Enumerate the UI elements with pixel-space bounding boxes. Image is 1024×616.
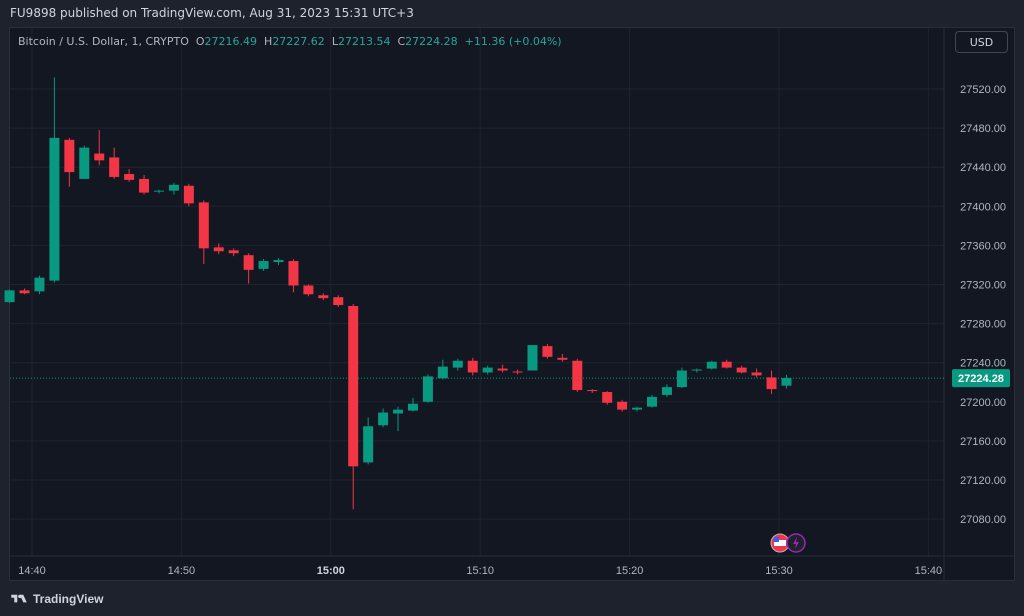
high-label: H (264, 35, 273, 48)
price-tick-label: 27400.00 (960, 201, 1006, 213)
candle-body (64, 139, 75, 173)
price-tick-label: 27200.00 (960, 397, 1006, 409)
candle-body (482, 367, 493, 373)
currency-button[interactable]: USD (955, 31, 1008, 53)
price-tick-label: 27120.00 (960, 475, 1006, 487)
last-price-badge (952, 369, 1010, 388)
candle-body (647, 396, 658, 407)
low-value: 27213.54 (337, 35, 391, 48)
candle-body (437, 366, 448, 379)
tradingview-logo-icon (11, 594, 27, 603)
candle-body (228, 250, 239, 254)
candle-body (318, 295, 329, 299)
candle-body (676, 370, 687, 388)
candle-body (557, 357, 568, 360)
candle-body (661, 387, 672, 395)
candle-body (781, 378, 792, 386)
time-tick-label: 15:30 (765, 565, 793, 577)
candle-body (348, 306, 359, 467)
symbol-name[interactable]: Bitcoin / U.S. Dollar, 1, CRYPTO (18, 35, 189, 48)
candle-body (49, 137, 60, 281)
price-tick-label: 27360.00 (960, 240, 1006, 252)
candle-body (19, 290, 30, 294)
price-tick-label: 27160.00 (960, 436, 1006, 448)
candle-body (497, 368, 508, 371)
candle-body (273, 260, 284, 263)
us-flag-icon-canton (774, 537, 779, 542)
candle-body (34, 277, 45, 292)
chart-pane[interactable] (9, 27, 1015, 581)
low-label: L (331, 35, 338, 48)
candle-body (303, 285, 314, 295)
price-tick-label: 27320.00 (960, 280, 1006, 292)
candle-body (183, 185, 194, 204)
candle-body (4, 290, 15, 303)
candle-body (139, 178, 150, 193)
tradingview-logo[interactable]: TradingView (10, 592, 103, 606)
candle-body (691, 369, 702, 371)
candle-body (422, 376, 433, 402)
candle-body (452, 360, 463, 368)
candle-body (393, 409, 404, 414)
candle-body (542, 346, 553, 357)
candle-body (333, 297, 344, 306)
open-label: O (195, 35, 205, 48)
last-price-label: 27224.28 (958, 373, 1004, 385)
time-tick-label: 15:10 (466, 565, 494, 577)
candle-body (153, 190, 164, 192)
brand-name: TradingView (33, 592, 104, 606)
candle-body (632, 407, 643, 410)
candle-body (198, 202, 209, 249)
candle-body (706, 361, 717, 369)
lightning-icon-bolt (793, 537, 799, 549)
candle-body (94, 153, 105, 161)
candle-body (363, 426, 374, 463)
candle-body (378, 412, 389, 426)
candle-body (602, 392, 613, 403)
high-value: 27227.62 (272, 35, 325, 48)
candle-body (572, 360, 583, 391)
candle-body (407, 403, 418, 411)
time-tick-label: 15:00 (317, 565, 345, 577)
candle-body (512, 371, 523, 373)
price-tick-label: 27440.00 (960, 162, 1006, 174)
price-tick-label: 27520.00 (960, 84, 1006, 96)
open-value: 27216.49 (204, 35, 258, 48)
price-tick-label: 27240.00 (960, 358, 1006, 370)
us-flag-icon-stripe (774, 540, 786, 546)
close-label: C (397, 35, 406, 48)
price-tick-label: 27080.00 (960, 514, 1006, 526)
time-tick-label: 15:40 (915, 565, 943, 577)
candle-body (124, 174, 135, 180)
close-value: 27224.28 (405, 35, 458, 48)
symbol-legend: Bitcoin / U.S. Dollar, 1, CRYPTO O27216.… (18, 35, 562, 48)
candle-body (79, 147, 90, 179)
candle-body (243, 255, 254, 270)
candle-body (467, 360, 478, 373)
price-tick-label: 27280.00 (960, 319, 1006, 331)
time-tick-label: 15:20 (616, 565, 644, 577)
candle-body (288, 261, 299, 286)
change-value: +11.36 (+0.04%) (464, 35, 562, 48)
candle-body (766, 377, 777, 390)
candle-body (736, 367, 747, 373)
candle-body (587, 390, 598, 392)
candle-body (527, 345, 538, 371)
price-tick-label: 27480.00 (960, 123, 1006, 135)
time-tick-label: 14:50 (168, 565, 196, 577)
publish-info: FU9898 published on TradingView.com, Aug… (10, 6, 414, 20)
candle-body (168, 184, 179, 191)
candle-body (721, 361, 732, 368)
candle-body (617, 401, 628, 410)
time-tick-label: 14:40 (18, 565, 46, 577)
candle-body (109, 157, 120, 177)
candle-body (213, 247, 224, 252)
candle-body (258, 261, 269, 269)
candle-body (751, 372, 762, 376)
